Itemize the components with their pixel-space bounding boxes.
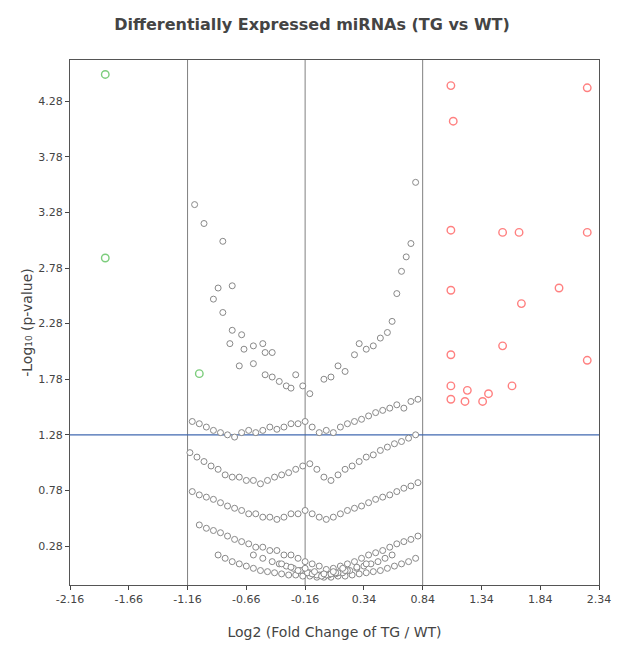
svg-text:Log2 (Fold Change of TG / WT): Log2 (Fold Change of TG / WT)	[227, 624, 441, 640]
svg-text:-Log₁₀ (p-value): -Log₁₀ (p-value)	[19, 268, 35, 376]
svg-text:1.28: 1.28	[38, 429, 63, 442]
svg-text:-1.66: -1.66	[115, 593, 143, 606]
svg-text:0.28: 0.28	[38, 540, 63, 553]
svg-text:1.84: 1.84	[528, 593, 553, 606]
svg-text:3.28: 3.28	[38, 206, 63, 219]
svg-text:2.78: 2.78	[38, 262, 63, 275]
svg-text:2.34: 2.34	[587, 593, 612, 606]
svg-text:Differentially Expressed miRNA: Differentially Expressed miRNAs (TG vs W…	[114, 15, 510, 34]
svg-text:-2.16: -2.16	[56, 593, 84, 606]
svg-text:0.78: 0.78	[38, 484, 63, 497]
svg-text:-0.16: -0.16	[291, 593, 319, 606]
svg-text:0.34: 0.34	[352, 593, 377, 606]
svg-text:3.78: 3.78	[38, 151, 63, 164]
svg-text:1.34: 1.34	[469, 593, 494, 606]
svg-text:2.28: 2.28	[38, 317, 63, 330]
svg-text:4.28: 4.28	[38, 95, 63, 108]
svg-text:1.78: 1.78	[38, 373, 63, 386]
svg-text:0.84: 0.84	[410, 593, 435, 606]
svg-text:-1.16: -1.16	[173, 593, 201, 606]
svg-text:-0.66: -0.66	[232, 593, 260, 606]
